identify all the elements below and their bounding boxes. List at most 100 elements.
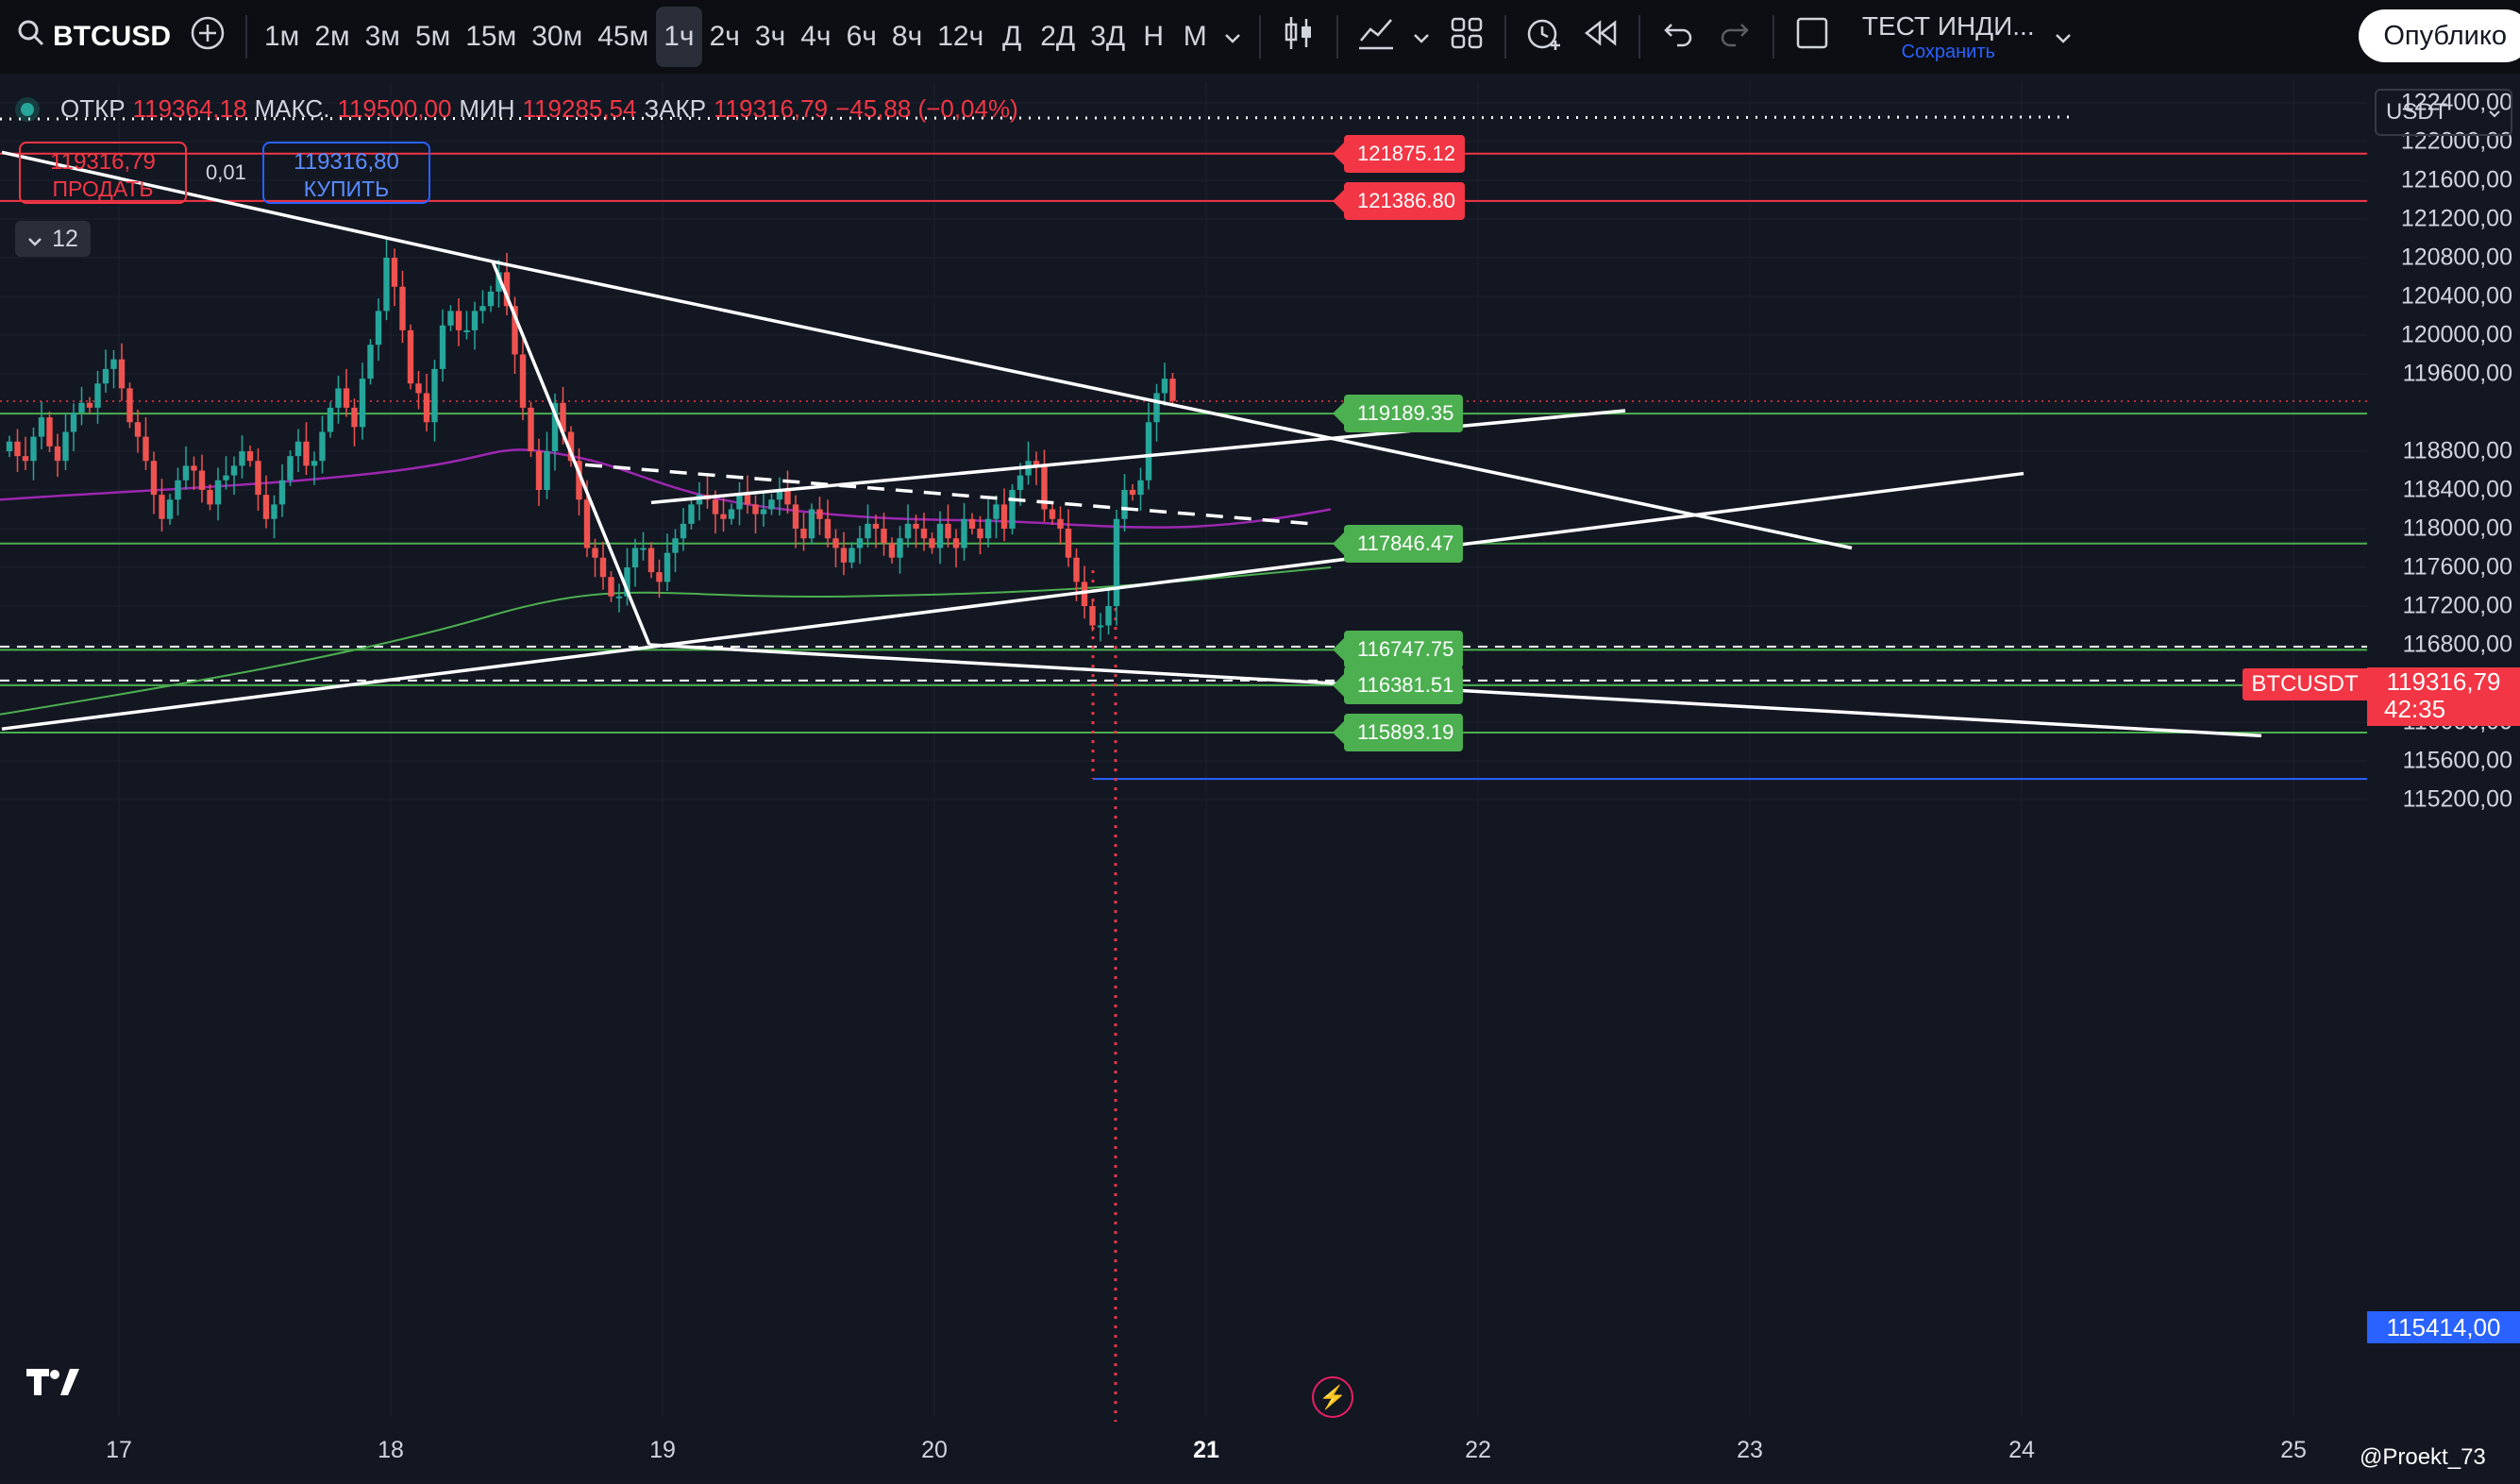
interval-6[interactable]: 45м	[597, 21, 649, 52]
interval-9[interactable]: 3ч	[754, 21, 786, 52]
interval-2[interactable]: 3м	[364, 21, 400, 52]
interval-4[interactable]: 15м	[465, 21, 517, 52]
indicators-icon	[1357, 16, 1395, 58]
candle-body	[239, 451, 245, 466]
candle-body	[246, 451, 254, 462]
candle-body	[143, 436, 149, 462]
interval-15[interactable]: 2Д	[1040, 21, 1076, 52]
candle-body	[945, 523, 951, 539]
fullscreen-button[interactable]	[1784, 7, 1840, 67]
candle-body	[6, 441, 13, 451]
interval-14[interactable]: Д	[1002, 21, 1022, 52]
candle-body	[920, 529, 928, 539]
price-axis[interactable]: 122400,00 122000,00 121600,00 121200,00 1208…	[2367, 81, 2520, 1437]
interval-dropdown[interactable]	[1216, 7, 1250, 67]
interval-8[interactable]: 2ч	[709, 21, 740, 52]
candle-body	[487, 291, 495, 307]
candle-body	[993, 504, 1000, 519]
level-tag[interactable]: 121386.80	[1333, 181, 1465, 220]
current-price-label: 119316,79 42:35	[2367, 667, 2520, 726]
candle-body	[984, 518, 992, 539]
level-tag[interactable]: 117846.47	[1332, 524, 1464, 563]
tradingview-logo[interactable]	[25, 1365, 85, 1408]
candle-body	[631, 548, 639, 567]
trend-line	[492, 260, 1853, 550]
chart-type-button[interactable]	[1270, 7, 1327, 67]
candle-body	[94, 383, 101, 408]
interval-1[interactable]: 2м	[314, 21, 350, 52]
save-label[interactable]: Сохранить	[1901, 41, 1995, 62]
interval-3[interactable]: 5м	[414, 21, 451, 52]
interval-16[interactable]: 3Д	[1090, 21, 1126, 52]
interval-11[interactable]: 6ч	[846, 21, 877, 52]
time-tick: 19	[649, 1437, 676, 1463]
candle-body	[519, 354, 527, 408]
candle-body	[656, 572, 663, 582]
candle-body	[624, 567, 630, 597]
undo-button[interactable]	[1650, 7, 1706, 67]
level-tag[interactable]: 115893.19	[1332, 713, 1464, 751]
trend-line	[1, 471, 2024, 731]
indicators-button[interactable]	[1348, 7, 1404, 67]
symbol-search[interactable]: BTCUSD	[0, 7, 179, 67]
candle-body	[327, 407, 334, 432]
candle-body	[1105, 606, 1112, 626]
candle-body	[496, 272, 502, 292]
interval-0[interactable]: 1м	[264, 21, 300, 52]
layout-name-button[interactable]: ТЕСТ ИНДИ... Сохранить	[1854, 11, 2042, 63]
spread-value: 0,01	[206, 160, 246, 184]
level-tag[interactable]: 119189.35	[1332, 395, 1464, 433]
buy-label: КУПИТЬ	[303, 177, 390, 201]
candle-body	[528, 407, 534, 451]
candle-body	[182, 465, 190, 481]
candle-body	[551, 402, 559, 451]
candle-body	[255, 461, 261, 496]
legend-dot-icon[interactable]	[21, 102, 34, 116]
time-tick: 21	[1193, 1437, 1219, 1463]
replay-icon	[1583, 19, 1619, 55]
candle-body	[262, 495, 270, 519]
interval-13[interactable]: 12ч	[937, 21, 984, 52]
indicators-dropdown[interactable]	[1404, 7, 1438, 67]
sell-label: ПРОДАТЬ	[52, 177, 154, 201]
add-symbol-button[interactable]	[179, 7, 236, 67]
alert-button[interactable]	[1516, 7, 1572, 67]
flash-icon[interactable]: ⚡	[1312, 1376, 1353, 1418]
candle-body	[367, 345, 374, 379]
time-axis[interactable]: 17 18 19 20 21 22 23 24 25	[0, 1416, 2520, 1484]
templates-icon	[1450, 16, 1484, 58]
candle-body	[70, 413, 77, 432]
interval-7[interactable]: 1ч	[656, 7, 702, 67]
replay-button[interactable]	[1572, 7, 1629, 67]
candle-body	[423, 393, 430, 423]
candle-body	[150, 461, 158, 496]
chart-canvas[interactable]	[0, 81, 2367, 1437]
interval-12[interactable]: 8ч	[891, 21, 923, 52]
buy-button[interactable]: 119316,80 КУПИТЬ	[262, 142, 430, 204]
publish-button[interactable]: Опублико	[2359, 9, 2520, 62]
candle-body	[359, 379, 366, 428]
templates-button[interactable]	[1438, 7, 1495, 67]
candle-body	[271, 504, 277, 519]
redo-button[interactable]	[1706, 7, 1763, 67]
level-tag[interactable]: 116381.51	[1332, 666, 1464, 704]
candle-body	[214, 480, 222, 505]
candle-body	[583, 499, 591, 548]
indicators-collapse-button[interactable]: 12	[15, 221, 91, 257]
interval-18[interactable]: М	[1183, 21, 1207, 52]
candle-body	[792, 504, 799, 529]
level-tag[interactable]: 121875.12	[1333, 134, 1465, 173]
level-tag[interactable]: 116747.75	[1332, 631, 1464, 669]
time-tick: 24	[2008, 1437, 2035, 1463]
layout-dropdown[interactable]	[2042, 7, 2084, 67]
separator	[1504, 15, 1507, 59]
sell-button[interactable]: 119316,79 ПРОДАТЬ	[19, 142, 187, 204]
candle-body	[640, 548, 647, 550]
time-tick: 20	[921, 1437, 948, 1463]
interval-17[interactable]: Н	[1143, 21, 1165, 52]
candle-body	[816, 509, 823, 519]
currency-select[interactable]: USDT	[2375, 89, 2512, 136]
interval-10[interactable]: 4ч	[800, 21, 832, 52]
candle-body	[1065, 529, 1072, 558]
interval-5[interactable]: 30м	[531, 21, 583, 52]
